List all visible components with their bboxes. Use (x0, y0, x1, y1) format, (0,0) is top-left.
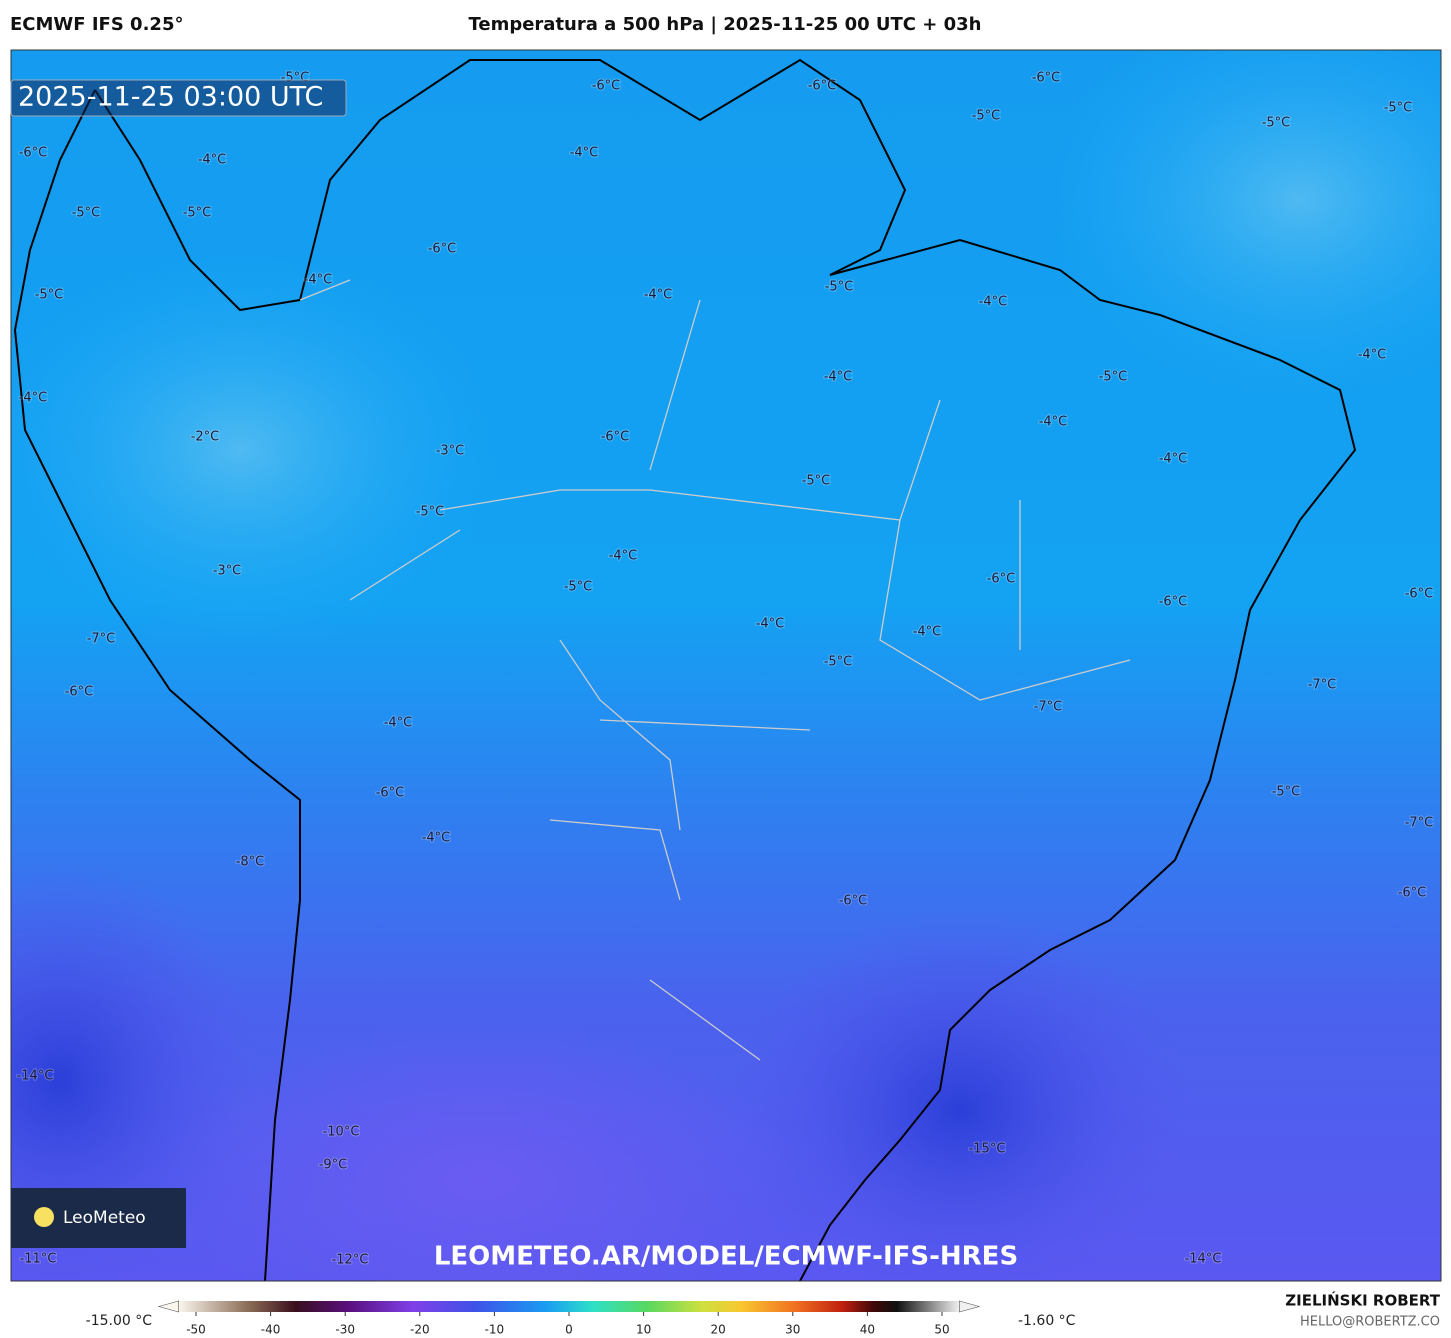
contour-label: -5°C (802, 474, 831, 489)
borders (299, 279, 1131, 1061)
contour-label: -4°C (422, 831, 451, 846)
logo: LeoMeteo (63, 1208, 146, 1228)
contour-label: -14°C (17, 1069, 54, 1084)
colorbar-end (959, 1300, 981, 1313)
contour-label: -4°C (979, 295, 1008, 310)
contour-label: -5°C (1262, 116, 1291, 131)
colorbar-tick-label: -10 (485, 1323, 505, 1337)
contour-label: -4°C (1358, 348, 1387, 363)
contour-label: -5°C (1099, 370, 1128, 385)
contour-label: -7°C (1308, 678, 1337, 693)
contour-label: -4°C (304, 273, 333, 288)
contour-label: -6°C (987, 572, 1016, 587)
contour-label: -4°C (824, 370, 853, 385)
email: HELLO@ROBERTZ.CO (1300, 1315, 1440, 1330)
contour-labels: -6°C -6°C -6°C -5°C -5°C -5°C -5°C -6°C -4°C -4°C… (16, 70, 1435, 1269)
contour-label: -6°C (1159, 595, 1188, 610)
contour-label: -14°C (1185, 1252, 1222, 1267)
contour-label: -6°C (65, 685, 94, 700)
colorbar-tick-label: 40 (860, 1323, 875, 1337)
contour-label: -7°C (1034, 700, 1063, 715)
contour-label: -4°C (644, 288, 673, 303)
contour-label: -5°C (972, 109, 1001, 124)
contour-label: -6°C (1398, 886, 1427, 901)
contour-label: -4°C (1159, 452, 1188, 467)
watermark: LEOMETEO.AR/MODEL/ECMWF-IFS-HRES (434, 1242, 1018, 1272)
cold-area (160, 1020, 800, 1281)
contour-label: -4°C (384, 716, 413, 731)
contour-label: -6°C (376, 786, 405, 801)
model-name: ECMWF IFS 0.25° (10, 14, 183, 35)
contour-label: -12°C (332, 1253, 369, 1268)
contour-label: -6°C (19, 146, 48, 161)
contour-label: -3°C (213, 564, 242, 579)
contour-label: -6°C (1032, 71, 1061, 86)
colorbar-tick-label: 0 (565, 1323, 573, 1337)
contour-label: -15°C (969, 1142, 1006, 1157)
contour-label: -6°C (839, 894, 868, 909)
timestamp: 2025-11-25 03:00 UTC (18, 82, 323, 113)
coastline (13, 58, 1357, 1281)
colorbar-tick-label: -40 (261, 1323, 281, 1337)
contour-label: -6°C (428, 242, 457, 257)
colorbar-tick-label: 20 (711, 1323, 726, 1337)
colorbar: -50 -40 -30 -20 -10 0 10 20 30 40 50 (157, 1300, 981, 1337)
contour-label: -8°C (236, 855, 265, 870)
contour-label: -5°C (35, 288, 64, 303)
colorbar-tick-label: -30 (335, 1323, 355, 1337)
logo-sun (34, 1207, 54, 1227)
contour-label: -4°C (19, 391, 48, 406)
contour-label: -10°C (323, 1125, 360, 1140)
contour-label: -6°C (1405, 587, 1434, 602)
contour-label: -5°C (183, 206, 212, 221)
contour-label: -5°C (1384, 101, 1413, 116)
contour-label: -3°C (436, 444, 465, 459)
colorbar-tick-label: 10 (636, 1323, 651, 1337)
colorbar-max: -1.60 °C (1018, 1313, 1076, 1329)
contour-label: -5°C (564, 580, 593, 595)
contour-label: -6°C (601, 430, 630, 445)
contour-label: -4°C (913, 625, 942, 640)
contour-label: -5°C (72, 206, 101, 221)
contour-label: -4°C (198, 153, 227, 168)
contour-label: -5°C (824, 655, 853, 670)
colorbar-tick-label: -20 (410, 1323, 430, 1337)
contour-label: -6°C (592, 79, 621, 94)
contour-label: -7°C (1405, 816, 1434, 831)
map-frame (10, 49, 1442, 1282)
timestamp-box (10, 79, 347, 117)
colorbar-end (157, 1300, 179, 1313)
contour-label: -4°C (570, 146, 599, 161)
contour-label: -6°C (808, 79, 837, 94)
contour-label: -11°C (20, 1252, 57, 1267)
contour-label: -7°C (87, 632, 116, 647)
colorbar-tick-label: -50 (186, 1323, 206, 1337)
colorbar-tick-label: 30 (785, 1323, 800, 1337)
colorbar-tick-label: 50 (934, 1323, 949, 1337)
contour-label: -5°C (416, 505, 445, 520)
contour-label: -2°C (191, 430, 220, 445)
warm-area (11, 250, 500, 650)
contour-label: -4°C (1039, 415, 1068, 430)
colorbar-bar (178, 1301, 960, 1312)
contour-label: -5°C (1272, 785, 1301, 800)
warm-area (1040, 50, 1441, 400)
contour-label: -5°C (825, 280, 854, 295)
contour-label: -4°C (756, 617, 785, 632)
contour-label: -9°C (319, 1158, 348, 1173)
cold-area (730, 910, 1190, 1281)
map-title: Temperatura a 500 hPa | 2025-11-25 00 UT… (468, 14, 981, 35)
contour-label: -4°C (609, 549, 638, 564)
author: ZIELIŃSKI ROBERT (1285, 1291, 1440, 1310)
colorbar-min: -15.00 °C (86, 1313, 153, 1329)
